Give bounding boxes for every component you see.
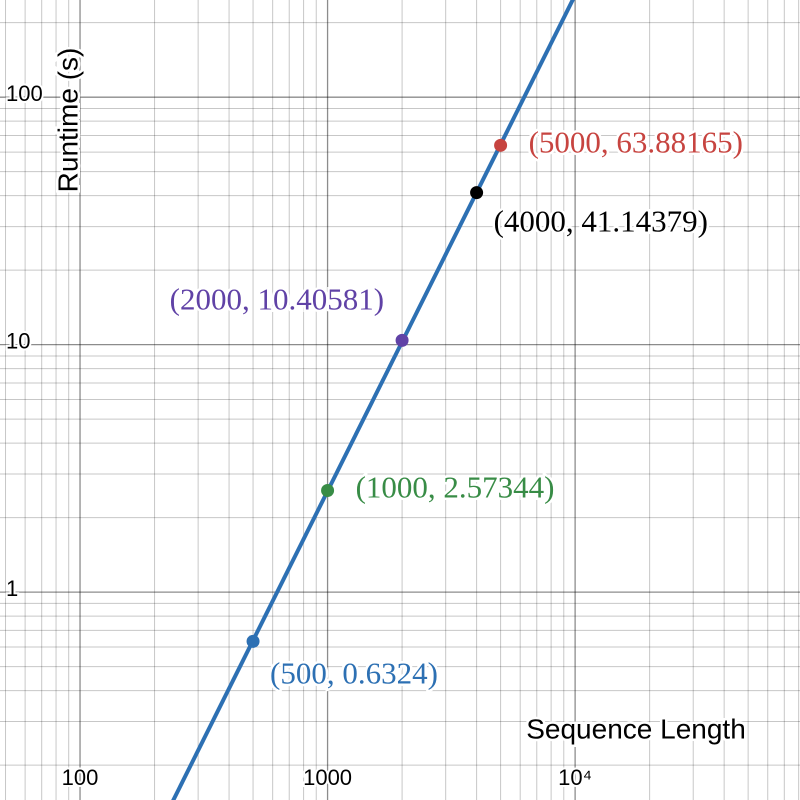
point-label: (2000, 10.40581) [170, 281, 384, 316]
x-tick-label: 10⁴ [558, 765, 592, 790]
point [494, 138, 508, 152]
y-tick-label: 100 [6, 81, 43, 106]
x-tick-label: 1000 [303, 765, 352, 790]
point [395, 333, 409, 347]
point [321, 484, 335, 498]
point-label: (5000, 63.88165) [529, 124, 743, 159]
point-label: (1000, 2.57344) [356, 470, 555, 505]
x-tick-label: 100 [62, 765, 99, 790]
point [246, 634, 260, 648]
point-label: (4000, 41.14379) [494, 204, 708, 239]
y-tick-label: 1 [6, 576, 18, 601]
y-tick-label: 10 [6, 328, 30, 353]
x-axis-label: Sequence Length [526, 713, 746, 744]
point [470, 186, 484, 200]
y-axis-label: Runtime (s) [52, 48, 83, 193]
point-label: (500, 0.6324) [270, 655, 438, 690]
